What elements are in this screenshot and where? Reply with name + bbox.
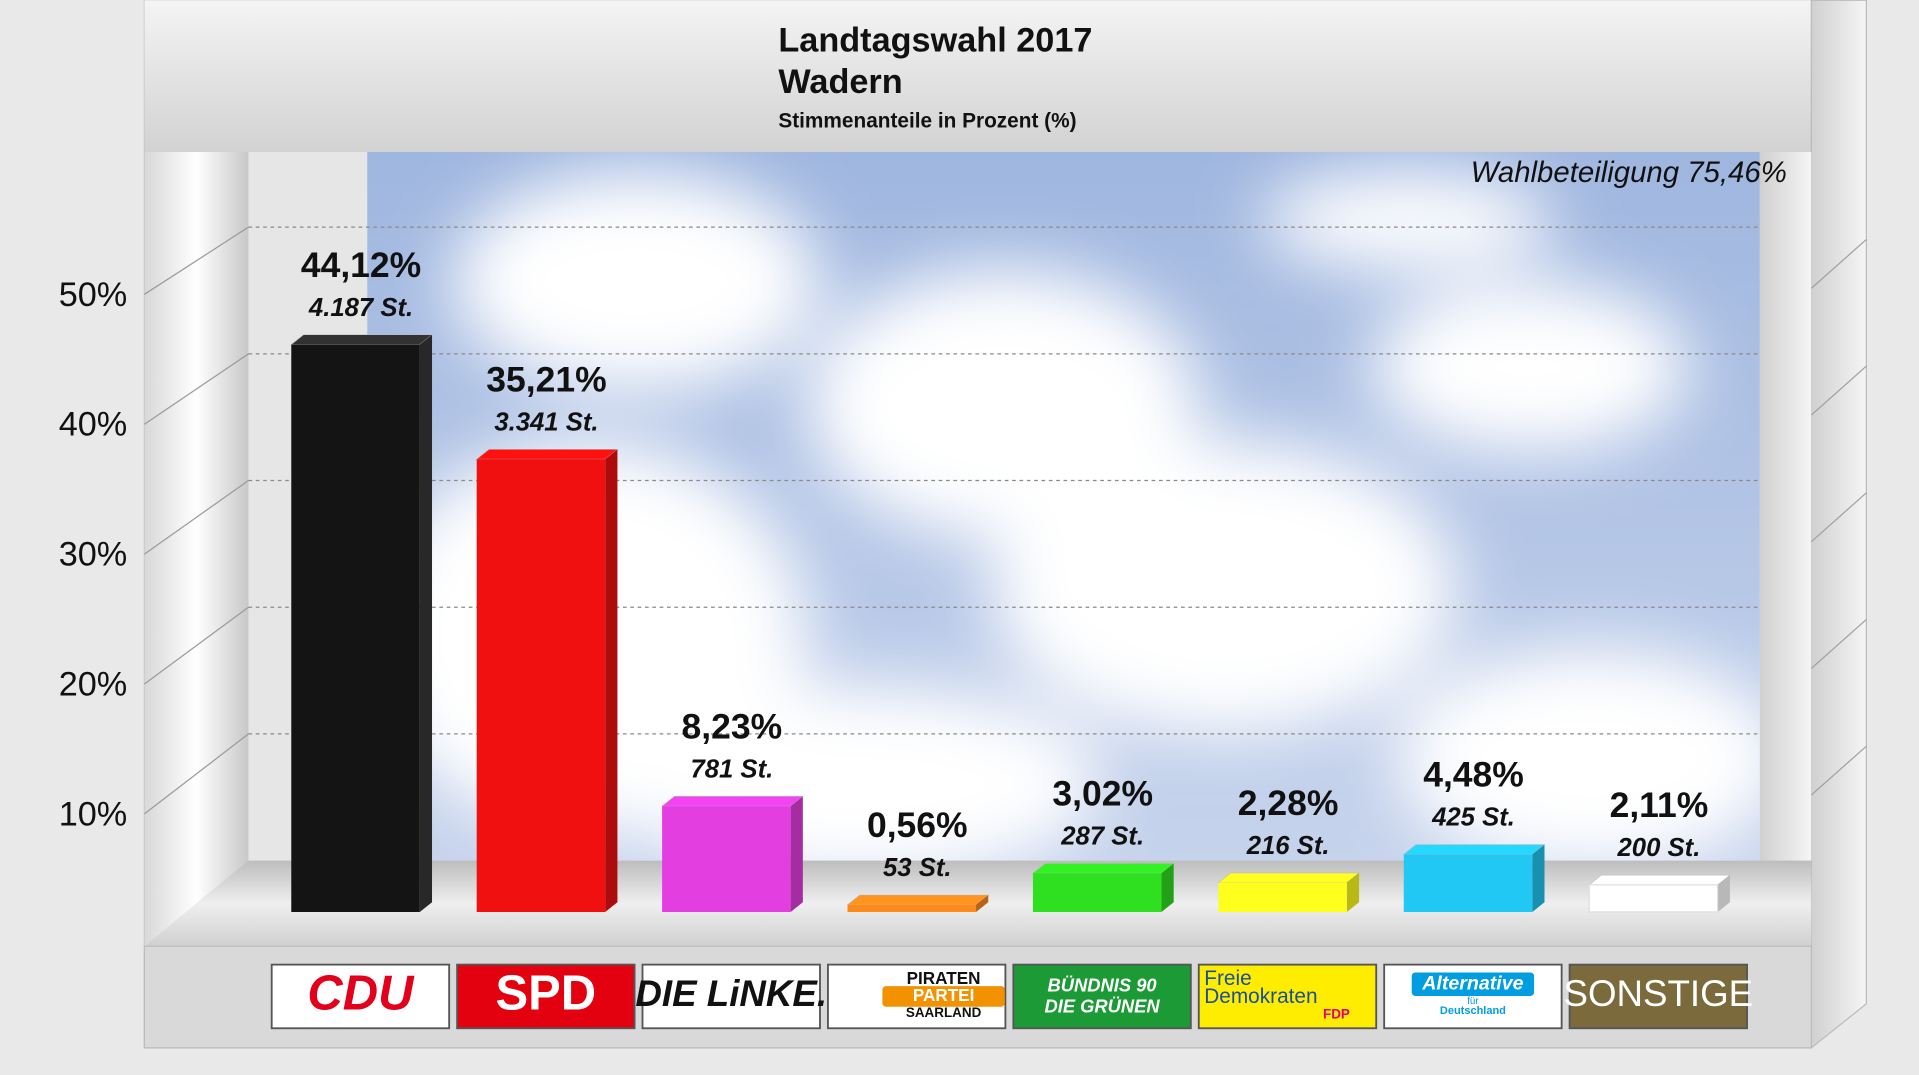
- bar: [847, 904, 977, 912]
- bar-top: [1217, 872, 1360, 883]
- grid-line-side: [144, 353, 249, 425]
- grid-line-right: [1810, 745, 1867, 796]
- legend-label: Deutschland: [1440, 1005, 1506, 1017]
- value-label: 2,11%: [1610, 785, 1709, 825]
- right-wall: [1759, 151, 1812, 861]
- grid-line-right: [1810, 492, 1867, 543]
- legend-label: DIE GRÜNEN: [1044, 995, 1160, 1016]
- bar: [1218, 882, 1347, 912]
- bar-side: [605, 449, 618, 912]
- bar-side: [1717, 875, 1730, 912]
- value-label: 3,02%: [1052, 773, 1153, 813]
- chart-subtitle: Wadern: [778, 63, 902, 101]
- logo-background: [1012, 963, 1192, 1030]
- grid-line-side: [144, 226, 249, 295]
- bar-side: [976, 895, 989, 912]
- legend-label: SPD: [496, 966, 597, 1020]
- annotation: Wahlbeteiligung 75,46%: [1471, 156, 1787, 189]
- bar-top: [846, 894, 990, 906]
- value-label: 2,28%: [1238, 783, 1339, 823]
- bar-top: [290, 334, 433, 345]
- legend-label: für: [1467, 996, 1479, 1007]
- y-tick-label: 50%: [59, 276, 128, 314]
- vote-label: 425 St.: [1431, 804, 1515, 832]
- value-label: 0,56%: [867, 805, 968, 845]
- vote-label: 4.187 St.: [308, 294, 413, 322]
- grid-line-right: [1810, 619, 1867, 669]
- vote-label: 287 St.: [1060, 822, 1144, 850]
- bar: [1403, 854, 1533, 912]
- party-logo: DIE LiNKE.: [635, 963, 827, 1030]
- logo-background: [641, 963, 821, 1030]
- logo-background: [270, 963, 451, 1030]
- logo-background: [1568, 963, 1748, 1030]
- y-tick-label: 20%: [59, 666, 128, 704]
- value-label: 44,12%: [301, 245, 421, 285]
- bar-top: [1032, 863, 1175, 874]
- value-label: 35,21%: [486, 359, 606, 399]
- legend-label: CDU: [307, 966, 415, 1020]
- grid-line-side: [144, 606, 249, 685]
- bar: [1032, 873, 1162, 912]
- party-logo: CDU: [270, 963, 451, 1030]
- vote-label: 200 St.: [1617, 834, 1701, 862]
- left-wall: [144, 151, 249, 947]
- grid-line-right: [1810, 365, 1867, 416]
- bar: [1588, 884, 1719, 913]
- legend-label: Alternative: [1421, 972, 1523, 994]
- bar-side: [419, 334, 433, 912]
- bar: [291, 344, 420, 912]
- legend-label: Freie: [1204, 967, 1251, 990]
- legend-label: SONSTIGE: [1563, 973, 1753, 1014]
- grid-line-side: [144, 480, 249, 555]
- y-tick-label: 30%: [59, 536, 128, 574]
- chart-caption: Stimmenanteile in Prozent (%): [778, 110, 1076, 133]
- vote-label: 3.341 St.: [494, 408, 598, 436]
- legend-label: PARTEI: [913, 985, 975, 1005]
- chart-title: Landtagswahl 2017: [778, 22, 1092, 60]
- legend-label: BÜNDNIS 90: [1048, 974, 1158, 995]
- vote-label: 781 St.: [690, 755, 773, 783]
- legend-label: FDP: [1323, 1006, 1350, 1021]
- bar-side: [1161, 863, 1174, 912]
- logo-background: [1197, 963, 1378, 1030]
- title-panel: [144, 0, 1812, 152]
- value-label: 4,48%: [1423, 755, 1524, 795]
- legend-label: PIRATEN: [907, 968, 981, 988]
- bar-top: [1402, 844, 1546, 855]
- bar: [662, 806, 791, 912]
- grid-line-side: [144, 733, 249, 815]
- vote-label: 216 St.: [1246, 832, 1330, 860]
- right-edge: [1810, 0, 1867, 1050]
- y-tick-label: 40%: [59, 406, 128, 444]
- bar-side: [1346, 872, 1360, 912]
- legend-label: DIE LiNKE.: [635, 973, 827, 1014]
- party-logo: SPD: [456, 963, 636, 1030]
- vote-label: 53 St.: [883, 854, 952, 882]
- bar-top: [475, 449, 619, 460]
- bar-side: [790, 796, 803, 912]
- party-logo: SONSTIGE: [1563, 963, 1753, 1030]
- logo-band: [1411, 972, 1535, 996]
- value-label: 8,23%: [682, 706, 783, 746]
- y-tick-label: 10%: [59, 795, 128, 833]
- logo-band: [882, 986, 1005, 1007]
- grid-line-right: [1810, 238, 1867, 289]
- legend-label: Demokraten: [1204, 985, 1317, 1008]
- bar-side: [1532, 844, 1545, 912]
- legend-label: SAARLAND: [906, 1005, 982, 1020]
- bar: [476, 459, 606, 912]
- bar-top: [661, 796, 804, 807]
- logo-background: [456, 963, 636, 1030]
- bar-top: [1588, 874, 1731, 886]
